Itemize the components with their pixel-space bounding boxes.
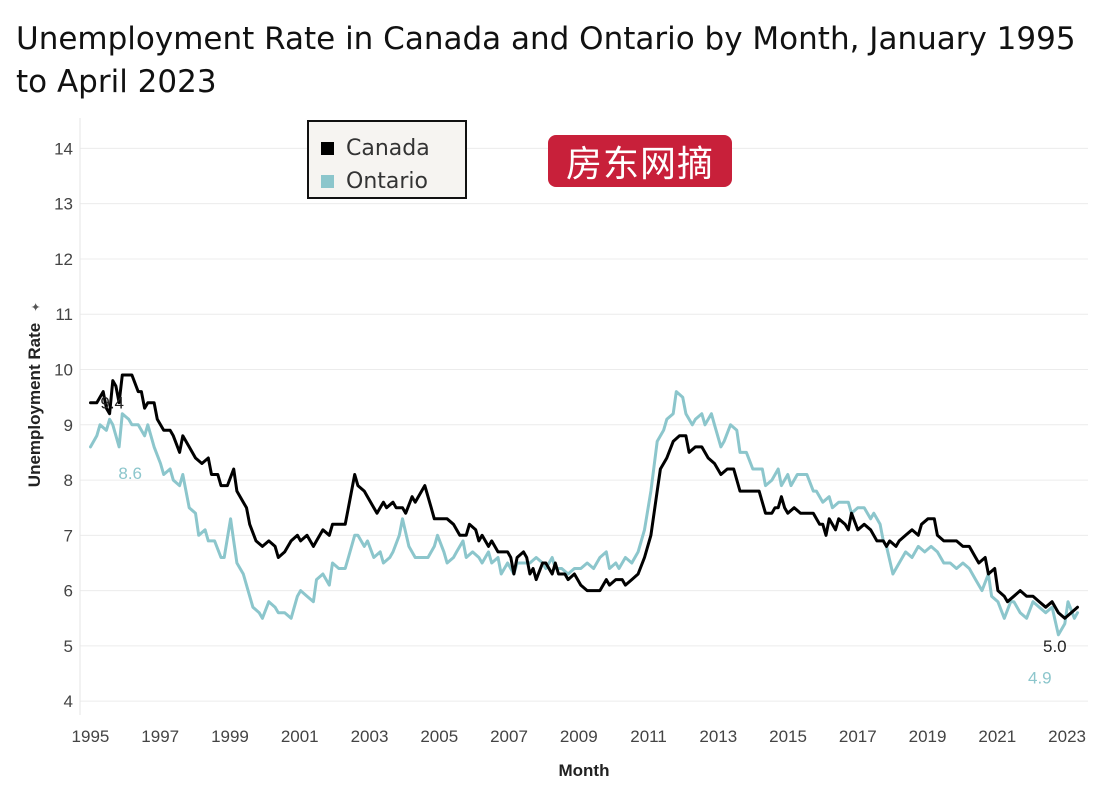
x-tick-label: 2019 (909, 727, 947, 746)
y-tick-label: 8 (64, 471, 73, 490)
end-labels: 9.4 8.6 5.0 4.9 (100, 394, 1066, 688)
x-tick-label: 2007 (490, 727, 528, 746)
x-tick-label: 1997 (141, 727, 179, 746)
y-tick-label: 13 (54, 195, 73, 214)
label-canada-end: 5.0 (1043, 637, 1067, 656)
axes: 4 5 6 7 8 9 10 11 12 13 14 1995 1997 1999 2001 2003 2005… (54, 118, 1086, 746)
x-tick-label: 2011 (630, 727, 667, 746)
series-line-canada (89, 373, 1079, 620)
label-canada-start: 9.4 (100, 394, 124, 413)
x-tick-label: 1995 (72, 727, 110, 746)
x-tick-label: 2021 (978, 727, 1016, 746)
x-tick-label: 2013 (699, 727, 737, 746)
legend-swatch-canada (321, 141, 334, 155)
legend: Canada Ontario (307, 120, 467, 199)
legend-label-canada: Canada (346, 135, 430, 161)
y-tick-label: 6 (64, 582, 73, 601)
watermark-badge: 房东网摘 (548, 135, 732, 187)
y-tick-label: 4 (64, 692, 73, 711)
x-tick-label: 2017 (839, 727, 877, 746)
label-ontario-end: 4.9 (1028, 668, 1052, 687)
x-tick-label: 2023 (1048, 727, 1086, 746)
x-tick-label: 2015 (769, 727, 807, 746)
x-tick-label: 2001 (281, 727, 319, 746)
series-line-ontario (89, 390, 1079, 637)
series-layer (89, 373, 1079, 637)
x-axis-title: Month (559, 761, 610, 780)
label-ontario-start: 8.6 (118, 464, 142, 483)
legend-item-canada: Canada (321, 135, 430, 161)
y-tick-label: 11 (55, 305, 73, 324)
legend-swatch-ontario (321, 174, 334, 188)
grid-lines (80, 147, 1088, 702)
y-tick-label: 14 (54, 139, 73, 158)
y-tick-label: 7 (64, 526, 73, 545)
y-tick-label: 10 (54, 361, 73, 380)
y-tick-label: 12 (54, 250, 73, 269)
x-tick-label: 2003 (351, 727, 389, 746)
y-tick-label: 5 (64, 637, 73, 656)
x-tick-label: 2009 (560, 727, 598, 746)
x-tick-label: 1999 (211, 727, 249, 746)
chart-title: Unemployment Rate in Canada and Ontario … (16, 21, 1076, 100)
legend-item-ontario: Ontario (321, 168, 428, 194)
legend-label-ontario: Ontario (346, 168, 428, 194)
y-axis-title: Unemployment Rate (25, 323, 44, 487)
x-tick-label: 2005 (420, 727, 458, 746)
y-tick-label: 9 (64, 416, 73, 435)
pin-icon: ✦ (29, 302, 43, 312)
